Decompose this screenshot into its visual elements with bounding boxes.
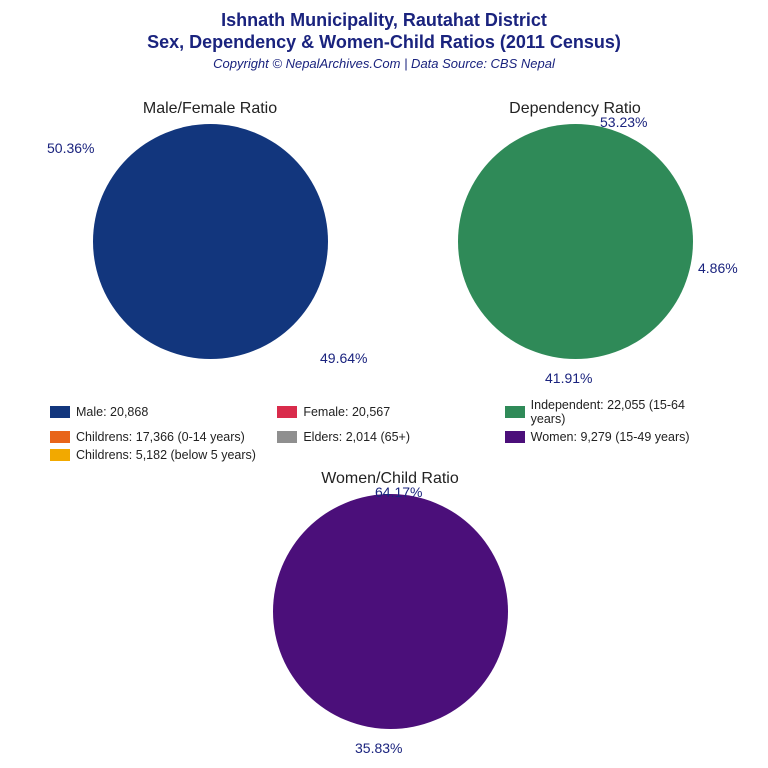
mf-label-female: 49.64% [320, 350, 367, 366]
wc-label-childrens: 35.83% [355, 740, 402, 756]
legend-item: Childrens: 17,366 (0-14 years) [50, 430, 265, 444]
legend-text: Male: 20,868 [76, 405, 148, 419]
dep-label-childrens: 41.91% [545, 370, 592, 386]
mf-chart-title: Male/Female Ratio [65, 100, 355, 118]
swatch-icon [505, 406, 525, 418]
legend-item: Women: 9,279 (15-49 years) [505, 430, 720, 444]
legend-item: Female: 20,567 [277, 398, 492, 426]
legend-item: Male: 20,868 [50, 398, 265, 426]
dep-chart: Dependency Ratio 53.23% 4.86% 41.91% [430, 100, 720, 359]
legend-text: Childrens: 5,182 (below 5 years) [76, 448, 256, 462]
header: Ishnath Municipality, Rautahat District … [0, 0, 768, 71]
legend-text: Elders: 2,014 (65+) [303, 430, 410, 444]
swatch-icon [277, 406, 297, 418]
wc-pie [273, 494, 508, 729]
mf-pie [93, 124, 328, 359]
wc-chart: Women/Child Ratio 64.17% 35.83% [245, 470, 535, 729]
wc-label-women: 64.17% [375, 484, 422, 500]
legend: Male: 20,868 Female: 20,567 Independent:… [50, 398, 720, 462]
swatch-icon [50, 431, 70, 443]
mf-label-male: 50.36% [47, 140, 94, 156]
legend-item: Childrens: 5,182 (below 5 years) [50, 448, 265, 462]
swatch-icon [277, 431, 297, 443]
dep-chart-title: Dependency Ratio [430, 100, 720, 118]
mf-chart: Male/Female Ratio 50.36% 49.64% [65, 100, 355, 359]
title-line-1: Ishnath Municipality, Rautahat District [0, 10, 768, 32]
dep-label-independent: 53.23% [600, 114, 647, 130]
legend-text: Female: 20,567 [303, 405, 390, 419]
swatch-icon [505, 431, 525, 443]
dep-label-elders: 4.86% [698, 260, 738, 276]
legend-text: Childrens: 17,366 (0-14 years) [76, 430, 245, 444]
legend-text: Women: 9,279 (15-49 years) [531, 430, 690, 444]
legend-item: Elders: 2,014 (65+) [277, 430, 492, 444]
subtitle: Copyright © NepalArchives.Com | Data Sou… [0, 56, 768, 71]
swatch-icon [50, 449, 70, 461]
legend-item: Independent: 22,055 (15-64 years) [505, 398, 720, 426]
swatch-icon [50, 406, 70, 418]
title-line-2: Sex, Dependency & Women-Child Ratios (20… [0, 32, 768, 54]
dep-pie [458, 124, 693, 359]
legend-text: Independent: 22,055 (15-64 years) [531, 398, 720, 426]
